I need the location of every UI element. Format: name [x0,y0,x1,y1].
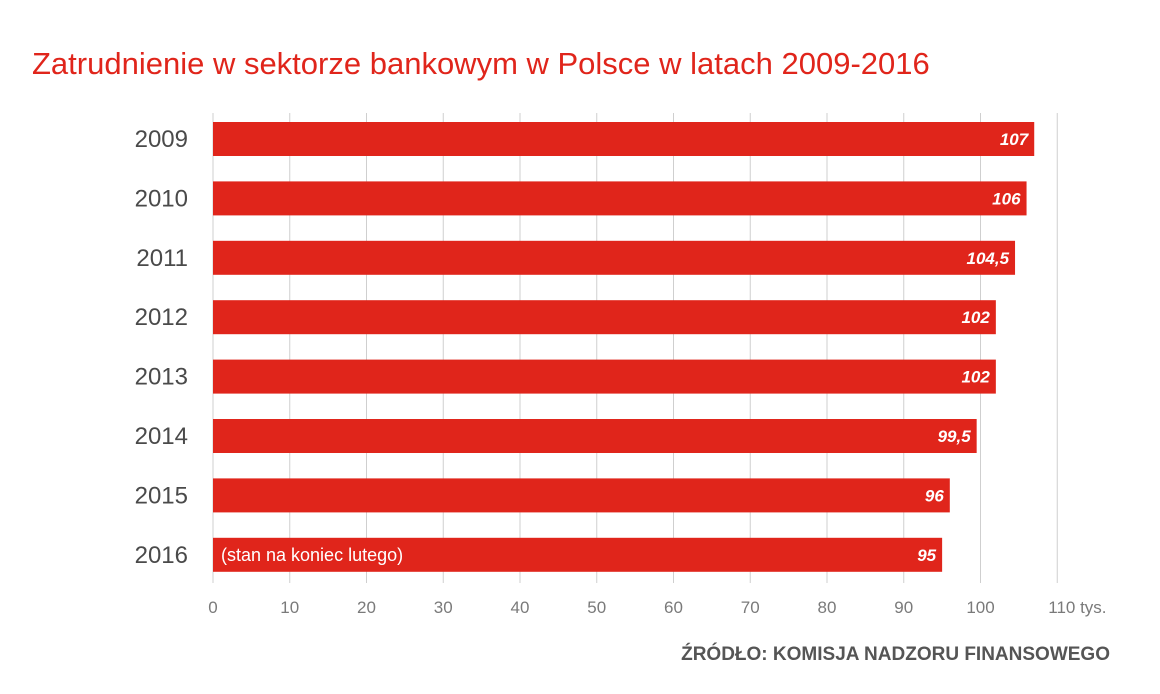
bar-2014 [213,419,977,453]
category-label: 2011 [136,245,188,272]
bar-2016 [213,537,943,572]
x-tick-label: 0 [208,598,217,617]
x-tick-label: 80 [818,598,837,617]
category-label: 2014 [135,423,188,450]
x-tick-label: 70 [741,598,760,617]
x-tick-label: 50 [587,598,606,617]
x-tick-label: 110 tys. [1048,598,1106,617]
bar-2013 [213,359,996,394]
category-label: 2010 [135,185,188,212]
labels: 0 10 20 30 40 50 60 70 80 90 100 110 tys. 2009 107 201… [135,126,1107,617]
x-tick-label: 10 [280,598,299,617]
bars [213,122,1035,572]
value-label: 96 [925,486,944,505]
category-label: 2009 [135,126,188,153]
x-tick-label: 30 [434,598,453,617]
value-label: 107 [1000,130,1030,149]
value-label: 102 [961,368,990,387]
bar-2009 [213,122,1035,156]
x-tick-label: 60 [664,598,683,617]
value-label: 99,5 [938,427,972,446]
bar-2015 [213,478,950,513]
value-label: 104,5 [966,249,1009,268]
category-label: 2013 [135,364,188,391]
x-tick-label: 40 [511,598,530,617]
category-label: 2015 [135,482,188,509]
value-label: 106 [992,189,1021,208]
value-label: 102 [961,308,990,327]
bar-2012 [213,300,996,335]
x-tick-label: 20 [357,598,376,617]
value-label: 95 [917,546,936,565]
chart-title: Zatrudnienie w sektorze bankowym w Polsc… [32,46,930,81]
bar-annotation: (stan na koniec lutego) [221,545,403,565]
bar-2010 [213,181,1027,216]
category-label: 2016 [135,542,188,569]
x-tick-label: 100 [966,598,994,617]
category-label: 2012 [135,304,188,331]
x-tick-label: 90 [894,598,913,617]
bar-2011 [213,240,1016,275]
source-note: ŹRÓDŁO: KOMISJA NADZORU FINANSOWEGO [681,644,1110,665]
